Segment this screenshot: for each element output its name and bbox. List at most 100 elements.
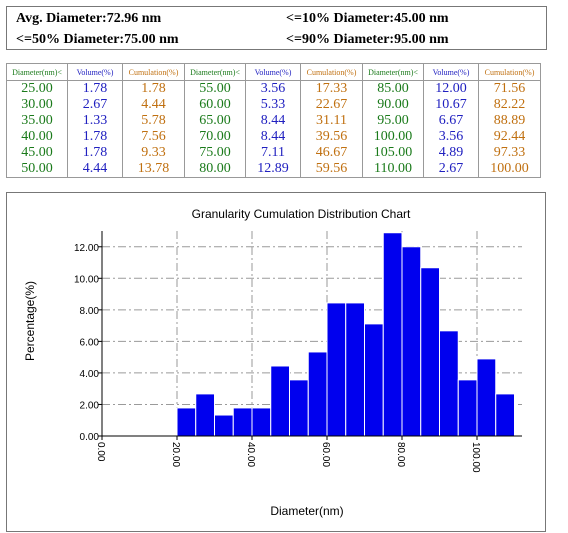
volume-cell: 1.78 (67, 80, 123, 97)
cumulation-cell: 7.56 (122, 129, 185, 145)
diameter-cell: 95.00 (362, 113, 424, 129)
bar (420, 267, 440, 437)
column-header-cumulation: Cumulation(%) (478, 63, 541, 81)
volume-cell: 4.44 (67, 161, 123, 178)
diameter-cell: 90.00 (362, 97, 424, 113)
cumulation-cell: 17.33 (300, 80, 363, 97)
summary-panel: Avg. Diameter:72.96 nm <=10% Diameter:45… (6, 6, 547, 50)
table-row: 25.00 1.78 1.78 55.00 3.56 17.33 85.00 12.00 71.… (6, 80, 541, 97)
cumulation-cell: 1.78 (122, 80, 185, 97)
cumulation-cell: 92.44 (478, 129, 541, 145)
bar (457, 379, 478, 437)
chart-panel: Granularity Cumulation Distribution Char… (6, 192, 546, 532)
x-tick-label: 20.00 (170, 442, 181, 467)
y-axis-label: Percentage(%) (23, 281, 37, 361)
cumulation-cell: 22.67 (300, 97, 363, 113)
column-header-volume: Volume(%) (67, 63, 123, 81)
volume-cell: 1.78 (67, 145, 123, 161)
table-header-row: Diameter(nm)< Volume(%) Cumulation(%) Di… (6, 63, 541, 81)
axes: 0.00 2.00 4.00 6.00 8.00 10.00 12.00 0.00 20.00 4… (74, 231, 522, 473)
bar (214, 414, 234, 437)
diameter-cell: 85.00 (362, 80, 424, 97)
cumulation-cell: 46.67 (300, 145, 363, 161)
diameter-cell: 80.00 (184, 161, 246, 178)
bar (401, 246, 422, 437)
x-axis-label: Diameter(nm) (270, 504, 343, 518)
diameter-cell: 65.00 (184, 113, 246, 129)
bar (270, 365, 290, 437)
bar (364, 323, 384, 437)
d90-diameter-label: <=90% Diameter:95.00 nm (286, 32, 449, 47)
column-header-diameter: Diameter(nm)< (6, 63, 68, 81)
bar (176, 407, 197, 437)
cumulation-cell: 88.89 (478, 113, 541, 129)
x-tick-label: 60.00 (320, 442, 331, 467)
diameter-cell: 40.00 (6, 129, 68, 145)
y-tick-label: 4.00 (80, 369, 100, 380)
column-header-volume: Volume(%) (423, 63, 479, 81)
d50-diameter-label: <=50% Diameter:75.00 nm (16, 32, 179, 47)
column-header-cumulation: Cumulation(%) (300, 63, 363, 81)
diameter-cell: 75.00 (184, 145, 246, 161)
volume-cell: 4.89 (423, 145, 479, 161)
y-tick-label: 8.00 (80, 306, 100, 317)
d10-diameter-label: <=10% Diameter:45.00 nm (286, 11, 449, 26)
table-row: 50.00 4.44 13.78 80.00 12.89 59.56 110.00 2.67 1… (6, 161, 541, 178)
bar (326, 302, 347, 437)
cumulation-cell: 71.56 (478, 80, 541, 97)
column-header-cumulation: Cumulation(%) (122, 63, 185, 81)
diameter-cell: 35.00 (6, 113, 68, 129)
bar (495, 393, 515, 437)
diameter-cell: 25.00 (6, 80, 68, 97)
diameter-cell: 55.00 (184, 80, 246, 97)
y-tick-label: 0.00 (80, 432, 100, 443)
volume-cell: 5.33 (245, 97, 301, 113)
x-tick-label: 40.00 (245, 442, 256, 467)
avg-diameter-label: Avg. Diameter:72.96 nm (16, 11, 162, 26)
bar (307, 351, 328, 437)
y-tick-label: 12.00 (74, 243, 99, 254)
bar (251, 407, 272, 437)
volume-cell: 2.67 (423, 161, 479, 178)
bar (345, 302, 365, 437)
bar (476, 358, 497, 437)
bar (232, 407, 253, 437)
volume-cell: 1.78 (67, 129, 123, 145)
bar (439, 330, 459, 437)
cumulation-cell: 13.78 (122, 161, 185, 178)
cumulation-cell: 5.78 (122, 113, 185, 129)
volume-cell: 12.00 (423, 80, 479, 97)
volume-cell: 8.44 (245, 129, 301, 145)
cumulation-cell: 31.11 (300, 113, 363, 129)
cumulation-cell: 97.33 (478, 145, 541, 161)
chart-title: Granularity Cumulation Distribution Char… (192, 207, 411, 221)
table-row: 40.00 1.78 7.56 70.00 8.44 39.56 100.00 3.56 92.… (6, 129, 541, 145)
table-row: 45.00 1.78 9.33 75.00 7.11 46.67 105.00 4.89 97.… (6, 145, 541, 161)
cumulation-cell: 39.56 (300, 129, 363, 145)
table-row: 30.00 2.67 4.44 60.00 5.33 22.67 90.00 10.67 82.… (6, 97, 541, 113)
column-header-volume: Volume(%) (245, 63, 301, 81)
x-tick-label: 0.00 (95, 442, 106, 462)
cumulation-cell: 4.44 (122, 97, 185, 113)
volume-cell: 3.56 (245, 80, 301, 97)
column-header-diameter: Diameter(nm)< (184, 63, 246, 81)
x-tick-label: 80.00 (395, 442, 406, 467)
table-row: 35.00 1.33 5.78 65.00 8.44 31.11 95.00 6.67 88.8… (6, 113, 541, 129)
y-tick-label: 10.00 (74, 274, 99, 285)
bar (195, 393, 215, 437)
distribution-chart: Granularity Cumulation Distribution Char… (23, 207, 522, 518)
bar (382, 232, 403, 437)
cumulation-cell: 82.22 (478, 97, 541, 113)
volume-cell: 3.56 (423, 129, 479, 145)
diameter-cell: 50.00 (6, 161, 68, 178)
x-tick-label: 100.00 (470, 442, 481, 473)
bar (289, 379, 309, 437)
column-header-diameter: Diameter(nm)< (362, 63, 424, 81)
volume-cell: 2.67 (67, 97, 123, 113)
diameter-cell: 45.00 (6, 145, 68, 161)
volume-cell: 6.67 (423, 113, 479, 129)
volume-cell: 12.89 (245, 161, 301, 178)
cumulation-cell: 59.56 (300, 161, 363, 178)
cumulation-cell: 100.00 (478, 161, 541, 178)
bar-series (176, 232, 515, 437)
